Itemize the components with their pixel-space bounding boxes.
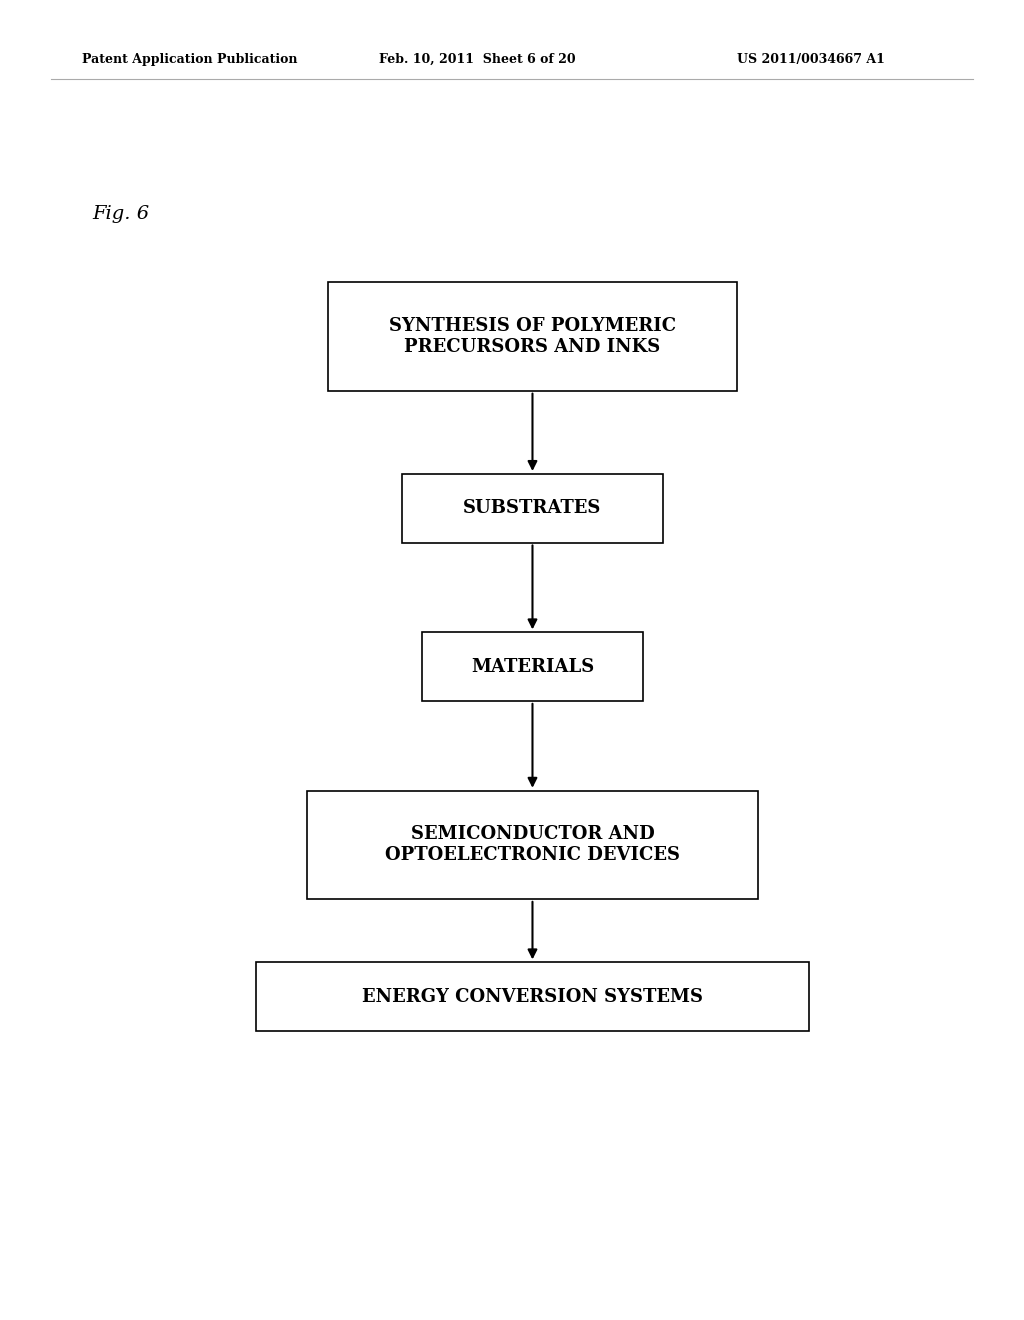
Bar bbox=[423, 632, 643, 701]
Text: MATERIALS: MATERIALS bbox=[471, 657, 594, 676]
Bar bbox=[307, 791, 758, 899]
Text: Patent Application Publication: Patent Application Publication bbox=[82, 53, 297, 66]
Text: SEMICONDUCTOR AND
OPTOELECTRONIC DEVICES: SEMICONDUCTOR AND OPTOELECTRONIC DEVICES bbox=[385, 825, 680, 865]
Text: Fig. 6: Fig. 6 bbox=[92, 205, 150, 223]
Bar bbox=[256, 962, 809, 1031]
Text: SYNTHESIS OF POLYMERIC
PRECURSORS AND INKS: SYNTHESIS OF POLYMERIC PRECURSORS AND IN… bbox=[389, 317, 676, 356]
Bar bbox=[401, 474, 664, 543]
Text: US 2011/0034667 A1: US 2011/0034667 A1 bbox=[737, 53, 885, 66]
Text: Feb. 10, 2011  Sheet 6 of 20: Feb. 10, 2011 Sheet 6 of 20 bbox=[379, 53, 575, 66]
Text: SUBSTRATES: SUBSTRATES bbox=[463, 499, 602, 517]
Text: ENERGY CONVERSION SYSTEMS: ENERGY CONVERSION SYSTEMS bbox=[361, 987, 703, 1006]
Bar bbox=[328, 282, 737, 391]
